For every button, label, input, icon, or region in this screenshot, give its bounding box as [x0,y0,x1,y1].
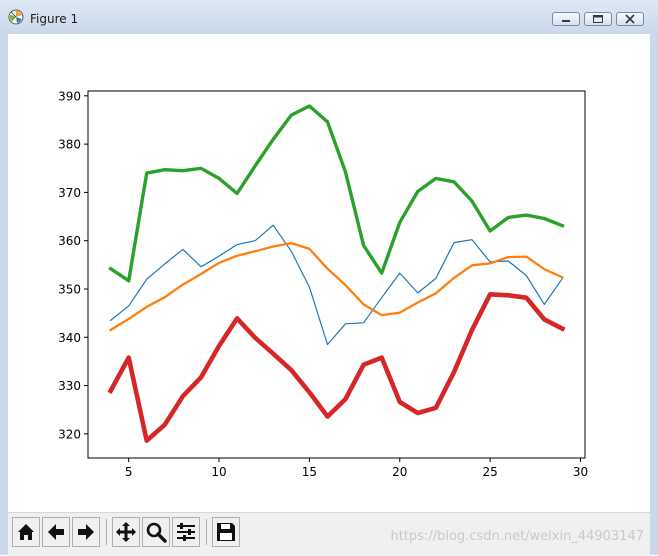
csdn-watermark: https://blog.csdn.net/weixin_44903147 [390,529,644,544]
y-tick-label: 320 [58,427,81,441]
toolbar-separator [206,519,207,545]
forward-arrow-icon [78,524,94,540]
y-tick-label: 380 [58,138,81,152]
y-tick-label: 390 [58,89,81,103]
configure-subplots-icon [177,523,195,541]
x-tick-label: 15 [302,465,317,479]
back-arrow-icon [48,524,64,540]
save-floppy-icon [217,523,235,541]
x-tick-label: 10 [211,465,226,479]
series-line-1 [109,224,564,346]
window-left-border [0,34,8,555]
back-button[interactable] [42,517,70,547]
y-tick-label: 330 [58,379,81,393]
minimize-icon [562,20,570,22]
close-icon [625,14,635,24]
x-tick-label: 30 [573,465,588,479]
toolbar-separator [106,519,107,545]
window-title: Figure 1 [30,12,79,26]
y-tick-label: 360 [58,234,81,248]
x-tick-label: 20 [392,465,407,479]
configure-subplots-button[interactable] [172,517,200,547]
close-button[interactable] [616,12,644,26]
maximize-icon [593,15,603,23]
y-tick-label: 370 [58,186,81,200]
forward-button[interactable] [72,517,100,547]
maximize-button[interactable] [584,12,612,26]
axes-frame [87,90,586,459]
minimize-button[interactable] [552,12,580,26]
pan-move-icon [116,522,136,542]
series-line-4 [107,291,566,443]
y-tick-label: 350 [58,282,81,296]
matplotlib-app-icon [8,9,24,25]
home-icon [18,524,34,540]
line-chart: 5 10 15 20 25 30 320 330 340 350 360 370 380 390 [58,89,588,479]
x-tick-label: 25 [482,465,497,479]
pan-button[interactable] [112,517,140,547]
series-line-3 [108,104,565,283]
home-button[interactable] [12,517,40,547]
figure-canvas[interactable]: 5 10 15 20 25 30 320 330 340 350 360 370 380 390 [8,34,650,512]
series-line-2 [109,241,564,332]
navigation-toolbar: https://blog.csdn.net/weixin_44903147 [8,512,650,556]
y-tick-label: 340 [58,331,81,345]
window-right-border [650,34,658,555]
save-button[interactable] [212,517,240,547]
x-tick-label: 5 [125,465,133,479]
title-bar[interactable]: Figure 1 [0,0,658,35]
zoom-button[interactable] [142,517,170,547]
zoom-magnifier-icon [146,522,167,543]
